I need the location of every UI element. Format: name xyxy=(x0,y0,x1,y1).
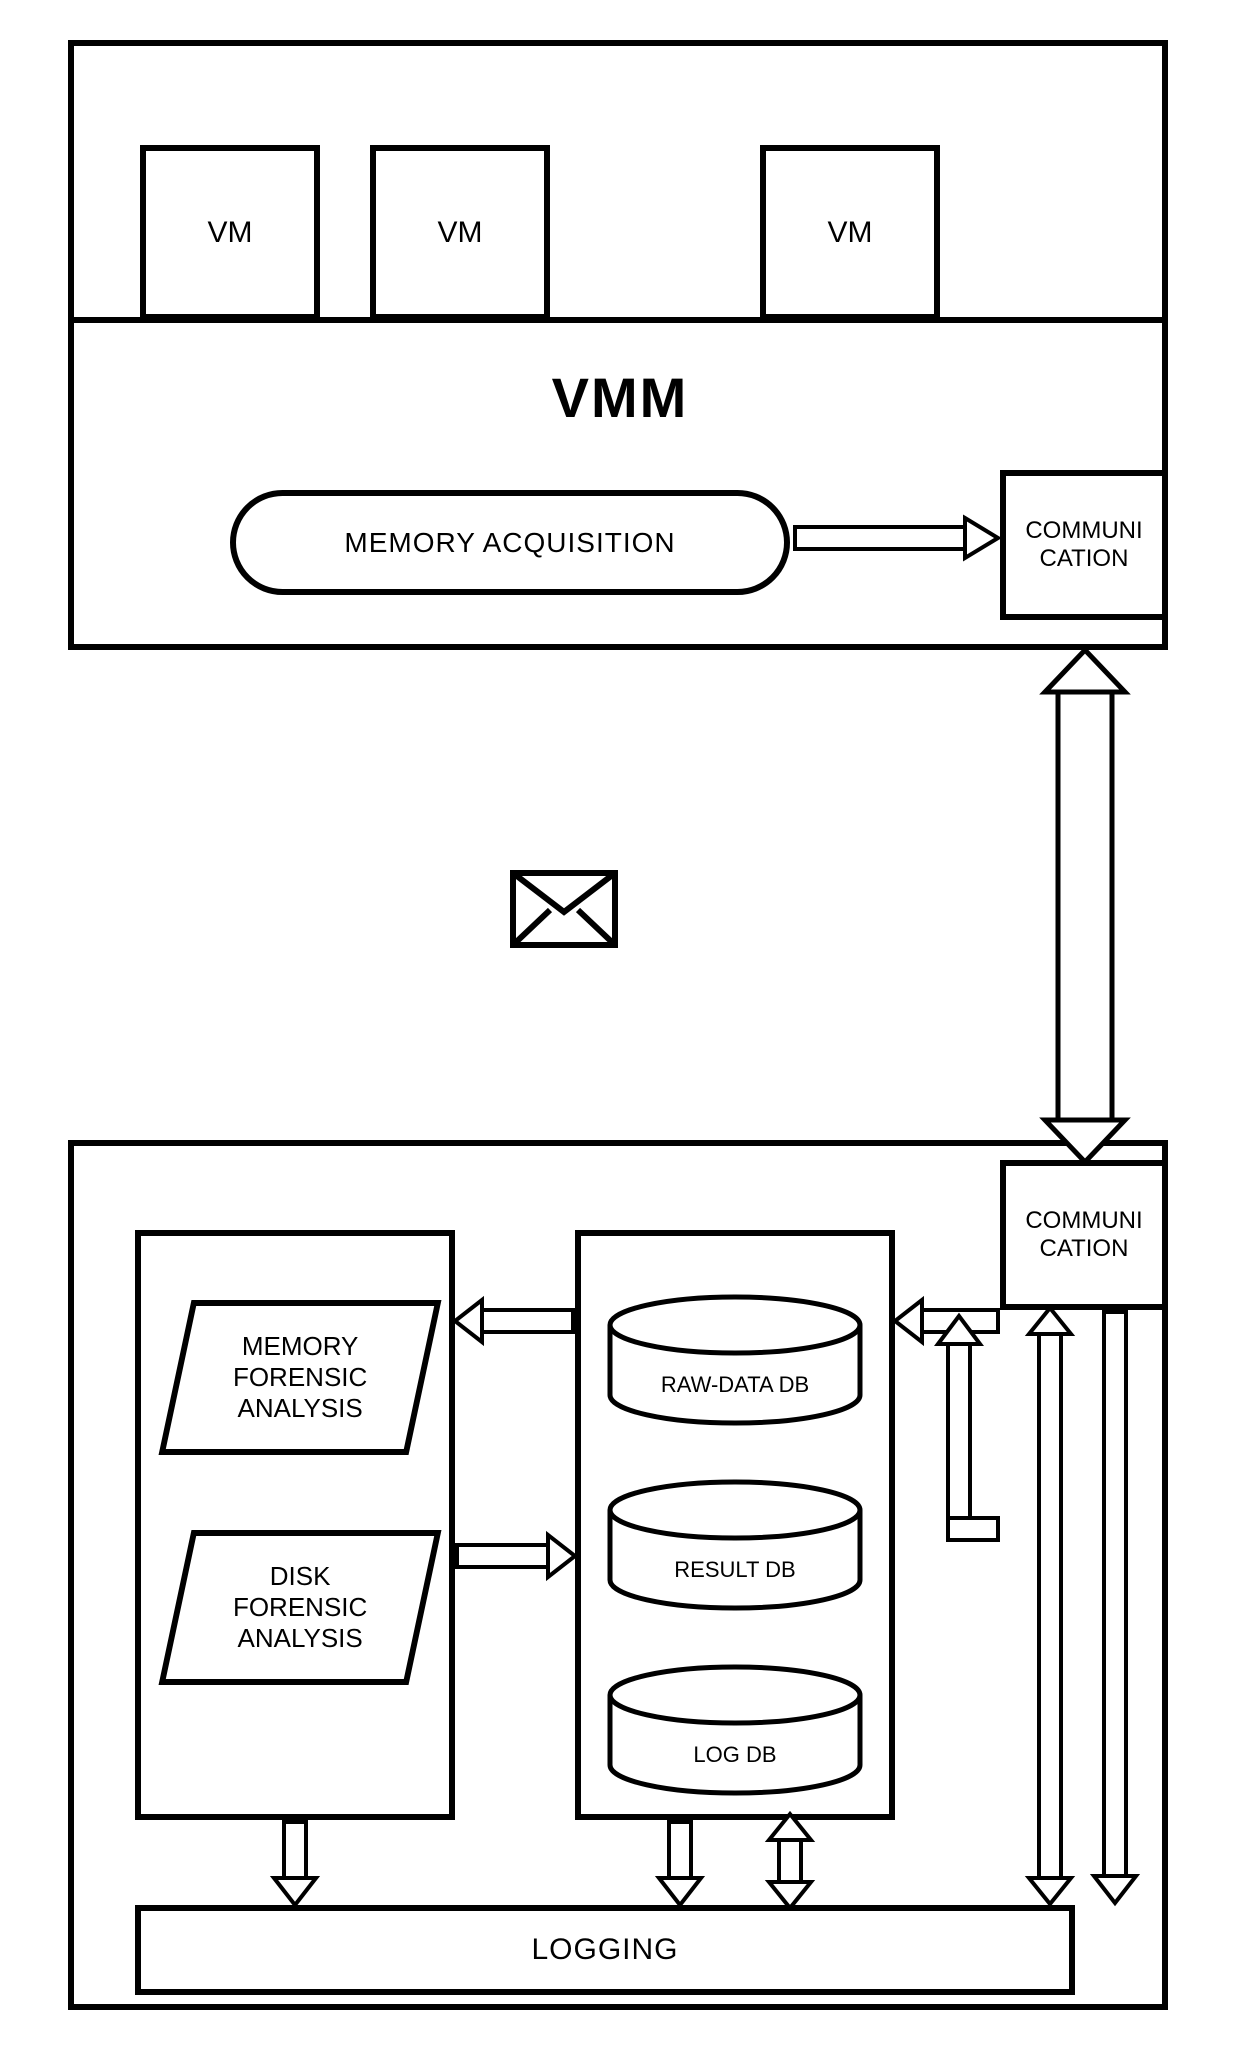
vm-box-3: VM xyxy=(760,145,940,320)
communication-top-box: COMMUNI CATION xyxy=(1000,470,1168,620)
envelope-icon xyxy=(510,870,618,948)
mem-forensic-line1: MEMORY xyxy=(242,1331,359,1361)
disk-forensic-line1: DISK xyxy=(270,1561,331,1591)
vm-box-2: VM xyxy=(370,145,550,320)
diagram-canvas: VM VM VM VMM MEMORY ACQUISITION COMMUNI … xyxy=(0,0,1240,2060)
vmm-label: VMM xyxy=(440,365,800,430)
vm-box-1: VM xyxy=(140,145,320,320)
comm-bottom-line1: COMMUNI xyxy=(1025,1207,1142,1235)
arrow-comm-vertical-link xyxy=(1045,650,1125,1162)
disk-forensic-line2: FORENSIC xyxy=(233,1592,367,1622)
vm-label-2: VM xyxy=(438,216,483,250)
disk-forensic-line3: ANALYSIS xyxy=(237,1623,362,1653)
mem-forensic-line3: ANALYSIS xyxy=(237,1393,362,1423)
logging-label: LOGGING xyxy=(531,1933,678,1967)
comm-bottom-line2: CATION xyxy=(1040,1235,1129,1263)
vm-label-3: VM xyxy=(828,216,873,250)
memory-forensic-node: MEMORY FORENSIC ANALYSIS xyxy=(159,1300,442,1455)
disk-forensic-node: DISK FORENSIC ANALYSIS xyxy=(159,1530,442,1685)
vm-label-1: VM xyxy=(208,216,253,250)
logging-box: LOGGING xyxy=(135,1905,1075,1995)
comm-top-line1: COMMUNI xyxy=(1025,517,1142,545)
memory-acquisition-node: MEMORY ACQUISITION xyxy=(230,490,790,595)
memory-acquisition-label: MEMORY ACQUISITION xyxy=(344,527,675,559)
communication-bottom-box: COMMUNI CATION xyxy=(1000,1160,1168,1310)
comm-top-line2: CATION xyxy=(1040,545,1129,573)
mem-forensic-line2: FORENSIC xyxy=(233,1362,367,1392)
db-container xyxy=(575,1230,895,1820)
